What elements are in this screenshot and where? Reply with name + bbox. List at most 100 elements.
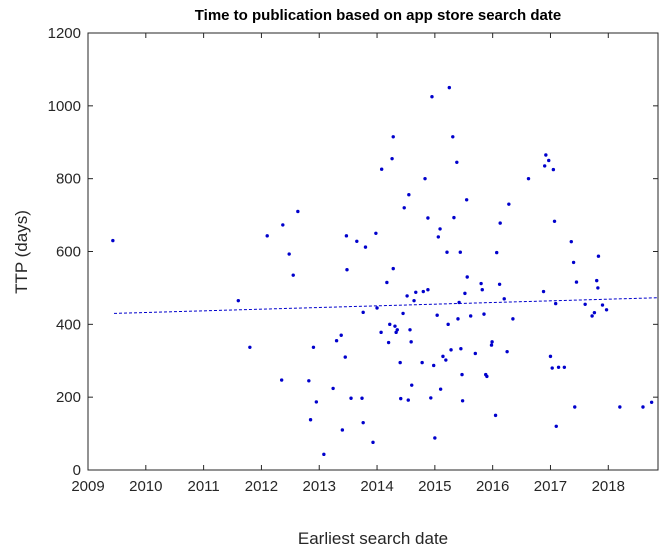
y-axis-label: TTP (days)	[12, 210, 31, 294]
point	[426, 216, 430, 220]
point	[281, 223, 285, 227]
x-tick-label: 2016	[476, 478, 509, 495]
point	[459, 347, 463, 351]
point	[296, 209, 300, 214]
point	[541, 289, 546, 294]
point	[554, 424, 558, 428]
point	[435, 313, 439, 317]
point	[407, 192, 411, 197]
x-tick-label: 2011	[187, 478, 219, 495]
point	[497, 282, 502, 286]
point	[111, 238, 115, 243]
point	[604, 308, 609, 312]
point	[468, 314, 473, 318]
point	[388, 322, 392, 327]
point	[465, 275, 469, 279]
point	[556, 365, 561, 370]
point	[436, 235, 441, 239]
point	[460, 399, 465, 403]
point	[345, 268, 349, 272]
x-tick-label: 2015	[418, 478, 451, 495]
point	[391, 135, 395, 139]
x-tick-label: 2014	[360, 478, 393, 495]
point	[438, 227, 442, 231]
y-tick-label: 1000	[48, 98, 81, 115]
y-tick-label: 1200	[48, 25, 81, 42]
x-tick-label: 2010	[129, 478, 162, 495]
point	[438, 387, 443, 391]
point	[464, 198, 469, 202]
point	[399, 396, 403, 401]
point	[340, 428, 345, 432]
point	[479, 281, 483, 286]
point	[473, 351, 478, 356]
point	[279, 378, 284, 382]
point	[409, 340, 413, 344]
point	[291, 273, 295, 277]
point	[433, 436, 437, 440]
point	[374, 231, 378, 235]
point	[574, 280, 579, 284]
point	[449, 348, 453, 352]
point	[361, 310, 365, 315]
point	[595, 278, 599, 283]
point	[394, 330, 398, 335]
point	[386, 340, 391, 345]
point	[551, 167, 556, 172]
point	[592, 310, 597, 315]
point	[447, 85, 452, 90]
point	[430, 95, 434, 99]
point	[339, 333, 343, 337]
point	[391, 266, 395, 271]
point	[505, 349, 509, 354]
point	[562, 365, 567, 370]
trend-line	[113, 297, 659, 314]
point	[490, 340, 494, 344]
x-tick-label: 2013	[303, 478, 336, 495]
point	[343, 355, 347, 359]
chart-title: Time to publication based on app store s…	[195, 7, 561, 24]
point	[618, 405, 622, 409]
point	[379, 167, 384, 171]
point	[405, 294, 409, 298]
point	[414, 290, 418, 294]
point	[511, 317, 515, 321]
point	[498, 221, 502, 225]
point	[429, 396, 433, 400]
point	[583, 302, 587, 307]
point	[431, 363, 436, 368]
point	[445, 250, 449, 254]
plot-frame	[87, 32, 659, 471]
x-tick-label: 2009	[71, 478, 104, 495]
point	[458, 250, 462, 254]
point	[375, 306, 379, 310]
x-tick-label: 2017	[534, 478, 567, 495]
point	[412, 298, 416, 303]
point	[410, 383, 414, 387]
point	[460, 372, 464, 377]
point	[393, 324, 397, 328]
point	[502, 297, 506, 301]
point	[308, 418, 313, 422]
point	[571, 260, 576, 265]
y-tick-label: 0	[73, 462, 81, 479]
point	[307, 379, 311, 383]
point	[334, 339, 339, 343]
point	[446, 322, 450, 327]
point	[426, 288, 430, 292]
point	[314, 400, 319, 404]
point	[402, 206, 406, 210]
point	[507, 202, 511, 206]
point	[495, 250, 499, 255]
point	[596, 286, 600, 290]
point	[311, 345, 316, 349]
point	[421, 289, 425, 294]
point	[408, 328, 412, 332]
point	[493, 413, 498, 418]
y-tick-label: 600	[56, 244, 81, 261]
point	[553, 301, 558, 306]
point	[526, 176, 531, 181]
point	[379, 330, 383, 335]
point	[485, 374, 489, 379]
